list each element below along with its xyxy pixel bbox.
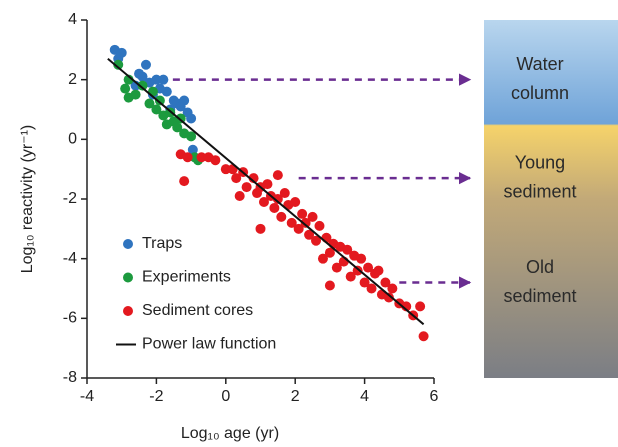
- data-point: [179, 176, 190, 187]
- data-point: [356, 253, 367, 264]
- data-point: [366, 283, 377, 294]
- data-point: [151, 74, 162, 85]
- data-point: [158, 74, 169, 85]
- legend-swatch: [123, 306, 133, 316]
- data-point: [137, 80, 148, 91]
- data-point: [154, 95, 165, 106]
- x-axis-label: Log₁₀ age (yr): [181, 425, 279, 442]
- data-point: [286, 217, 297, 228]
- data-point: [317, 253, 328, 264]
- data-point: [231, 173, 242, 184]
- legend-label: Traps: [142, 235, 182, 252]
- y-tick-label: 0: [68, 131, 77, 148]
- data-point: [418, 331, 429, 342]
- legend-swatch: [123, 239, 133, 249]
- legend-label: Power law function: [142, 336, 276, 353]
- data-point: [373, 265, 384, 276]
- fit-line: [107, 58, 425, 326]
- x-tick-label: -2: [149, 388, 163, 405]
- data-point: [186, 131, 197, 142]
- data-point: [234, 191, 245, 202]
- data-point: [272, 170, 283, 181]
- annotation-label: sediment: [503, 181, 576, 201]
- data-point: [140, 59, 151, 70]
- data-point: [415, 301, 426, 312]
- y-axis-label: Log₁₀ reactivity (yr⁻¹): [19, 125, 36, 274]
- data-point: [304, 229, 315, 240]
- data-point: [293, 223, 304, 234]
- data-point: [269, 202, 280, 213]
- data-point: [196, 152, 207, 163]
- data-point: [352, 265, 363, 276]
- data-point: [383, 292, 394, 303]
- data-point: [172, 122, 183, 133]
- data-point: [380, 277, 391, 288]
- y-tick-label: -4: [63, 250, 77, 267]
- annotation-label: Old: [526, 257, 554, 277]
- data-point: [113, 59, 124, 70]
- data-point: [345, 271, 356, 282]
- data-point: [297, 208, 308, 219]
- data-point: [311, 235, 322, 246]
- data-point: [279, 188, 290, 199]
- data-point: [342, 244, 353, 255]
- x-tick-label: 4: [360, 388, 369, 405]
- data-point: [137, 71, 148, 82]
- data-point: [186, 113, 197, 124]
- data-point: [210, 155, 221, 166]
- data-point: [187, 144, 198, 155]
- x-tick-label: 6: [430, 388, 439, 405]
- data-point: [255, 223, 266, 234]
- data-point: [144, 98, 155, 109]
- data-point: [120, 83, 131, 94]
- data-point: [220, 164, 231, 175]
- y-tick-label: -2: [63, 190, 77, 207]
- data-point: [182, 152, 193, 163]
- data-point: [258, 196, 269, 207]
- annotation-label: Young: [515, 152, 565, 172]
- data-point: [290, 196, 301, 207]
- data-point: [151, 104, 162, 115]
- data-point: [363, 262, 374, 273]
- data-point: [241, 182, 252, 193]
- annotation-label: column: [511, 83, 569, 103]
- annotation-label: sediment: [503, 286, 576, 306]
- data-point: [262, 179, 273, 190]
- data-point: [324, 247, 335, 258]
- data-point: [359, 277, 370, 288]
- data-point: [147, 86, 158, 97]
- data-point: [248, 173, 259, 184]
- data-point: [307, 211, 318, 222]
- data-point: [331, 262, 342, 273]
- data-point: [179, 95, 190, 106]
- data-point: [314, 220, 325, 231]
- data-point: [161, 86, 172, 97]
- y-tick-label: 4: [68, 11, 77, 28]
- environment-panel: [484, 20, 618, 378]
- y-tick-label: -6: [63, 310, 77, 327]
- data-point: [300, 217, 311, 228]
- data-point: [161, 119, 172, 130]
- data-point: [272, 194, 283, 204]
- annotation-label: Water: [516, 54, 563, 74]
- data-point: [324, 280, 335, 291]
- legend-label: Sediment cores: [142, 302, 253, 319]
- x-tick-label: -4: [80, 388, 94, 405]
- data-point: [387, 283, 398, 294]
- x-tick-label: 0: [221, 388, 230, 405]
- data-point: [276, 211, 287, 222]
- legend-swatch: [123, 272, 133, 283]
- legend-label: Experiments: [142, 269, 231, 286]
- x-tick-label: 2: [291, 388, 300, 405]
- y-tick-label: -8: [63, 369, 77, 386]
- y-tick-label: 2: [68, 71, 77, 88]
- data-point: [130, 89, 141, 100]
